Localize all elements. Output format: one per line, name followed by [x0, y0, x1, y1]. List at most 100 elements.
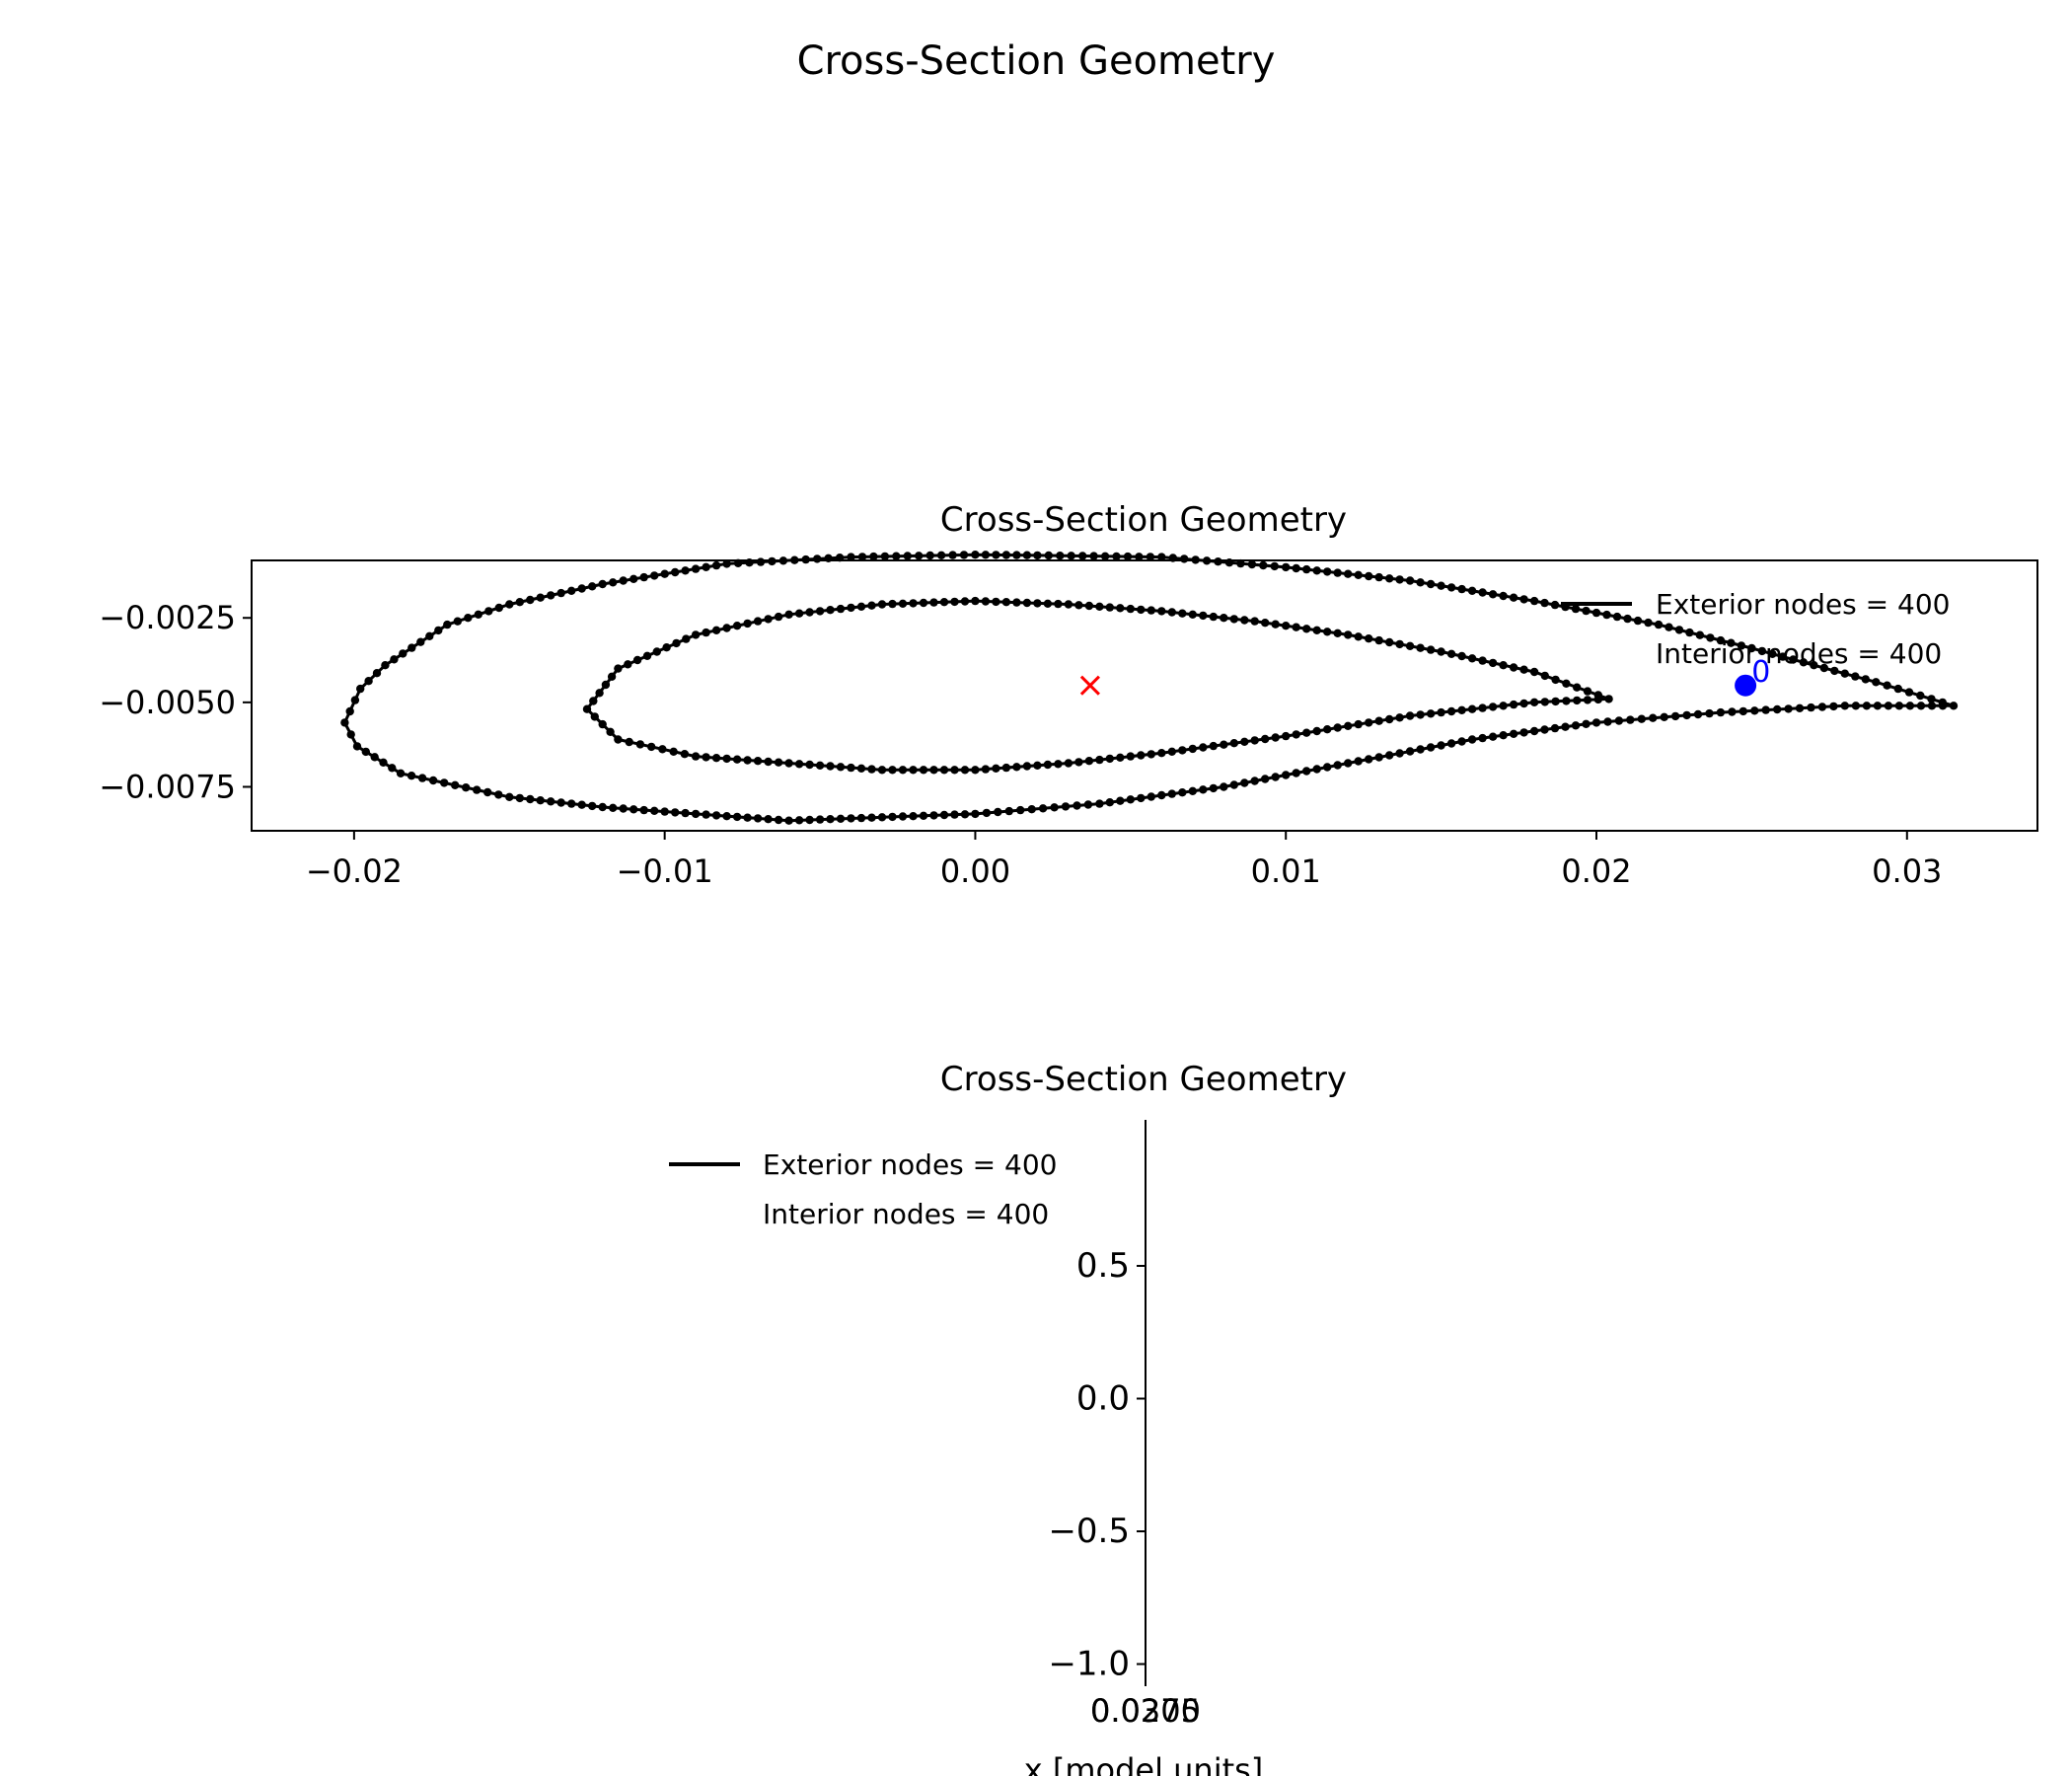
bottom-ytick-label: 0.0	[1076, 1379, 1130, 1419]
node-point	[929, 766, 938, 775]
node-point	[745, 558, 754, 567]
node-point	[428, 776, 438, 785]
top-ytick-label: −0.0075	[99, 768, 236, 805]
node-point	[1250, 777, 1259, 785]
node-point	[443, 620, 452, 629]
node-point	[801, 555, 810, 564]
node-point	[1789, 655, 1798, 664]
node-point	[1374, 716, 1383, 725]
node-point	[345, 706, 354, 716]
node-point	[1829, 702, 1838, 711]
node-point	[1344, 569, 1353, 578]
node-point	[753, 814, 763, 823]
node-point	[1851, 672, 1860, 681]
node-point	[494, 790, 503, 799]
node-point	[505, 600, 514, 609]
node-point	[1551, 697, 1560, 706]
node-point	[1437, 581, 1445, 590]
node-point	[856, 813, 866, 823]
node-point	[1157, 553, 1166, 561]
top-axes-frame	[251, 559, 2038, 832]
node-point	[1446, 739, 1456, 748]
node-point	[1467, 654, 1477, 663]
node-point	[1728, 707, 1737, 716]
node-point	[567, 799, 576, 808]
node-point	[1509, 729, 1518, 738]
node-point	[1819, 663, 1829, 673]
node-point	[1167, 789, 1177, 798]
node-point	[1199, 743, 1208, 752]
node-point	[1137, 793, 1146, 803]
bottom-xlabel: x [model units]	[1024, 1751, 1264, 1776]
node-point	[971, 766, 980, 775]
node-point	[1022, 598, 1032, 608]
node-point	[1893, 684, 1903, 694]
node-point	[836, 763, 846, 772]
node-point	[1323, 628, 1332, 636]
node-point	[1178, 788, 1187, 797]
node-point	[1292, 730, 1300, 739]
node-point	[1706, 633, 1715, 642]
node-point	[1467, 735, 1477, 744]
node-point	[1883, 681, 1891, 690]
node-point	[867, 813, 876, 822]
node-point	[857, 553, 867, 561]
node-point	[1374, 753, 1383, 762]
node-point	[1105, 754, 1115, 764]
node-point	[381, 661, 390, 670]
node-point	[1467, 586, 1477, 595]
node-point	[1001, 551, 1011, 559]
node-point	[1602, 610, 1611, 620]
interior-nodes	[582, 596, 1613, 775]
node-point	[1591, 718, 1601, 727]
node-point	[1649, 713, 1658, 722]
node-point	[1333, 723, 1342, 732]
node-point	[1344, 630, 1353, 639]
node-point	[815, 761, 825, 770]
node-point	[992, 551, 1000, 559]
node-point	[981, 597, 991, 606]
node-point	[1739, 706, 1748, 716]
node-point	[1247, 559, 1257, 569]
top-xtick-label: 0.02	[1561, 852, 1631, 890]
bottom-axes-title: Cross-Section Geometry	[940, 1060, 1347, 1099]
node-point	[1365, 571, 1373, 581]
node-point	[1354, 719, 1363, 729]
node-point	[399, 649, 407, 658]
node-point	[1851, 702, 1861, 710]
node-point	[1302, 625, 1311, 633]
node-point	[1904, 688, 1914, 697]
node-point	[1405, 711, 1415, 720]
node-point	[379, 758, 388, 767]
node-point	[768, 556, 777, 566]
node-point	[836, 604, 846, 614]
node-point	[950, 597, 959, 607]
node-point	[959, 551, 969, 559]
node-point	[892, 552, 901, 560]
node-point	[1872, 678, 1881, 687]
node-point	[1157, 790, 1166, 800]
node-point	[1457, 584, 1466, 594]
node-point	[642, 651, 652, 660]
node-point	[888, 599, 897, 609]
node-point	[526, 794, 535, 804]
node-point	[1271, 773, 1280, 781]
node-point	[743, 756, 752, 765]
node-point	[784, 610, 793, 619]
node-point	[372, 669, 382, 678]
node-point	[606, 727, 615, 736]
node-point	[1188, 786, 1198, 795]
node-point	[629, 574, 638, 583]
node-point	[919, 598, 928, 608]
node-point	[1146, 553, 1155, 561]
node-point	[939, 810, 949, 820]
node-point	[847, 553, 855, 561]
node-point	[826, 762, 835, 771]
node-point	[1457, 651, 1466, 661]
node-point	[1582, 606, 1591, 616]
node-point	[898, 812, 908, 821]
node-point	[1302, 767, 1311, 776]
top-axes-title: Cross-Section Geometry	[940, 500, 1347, 540]
node-point	[1365, 755, 1373, 764]
node-point	[1604, 695, 1613, 703]
